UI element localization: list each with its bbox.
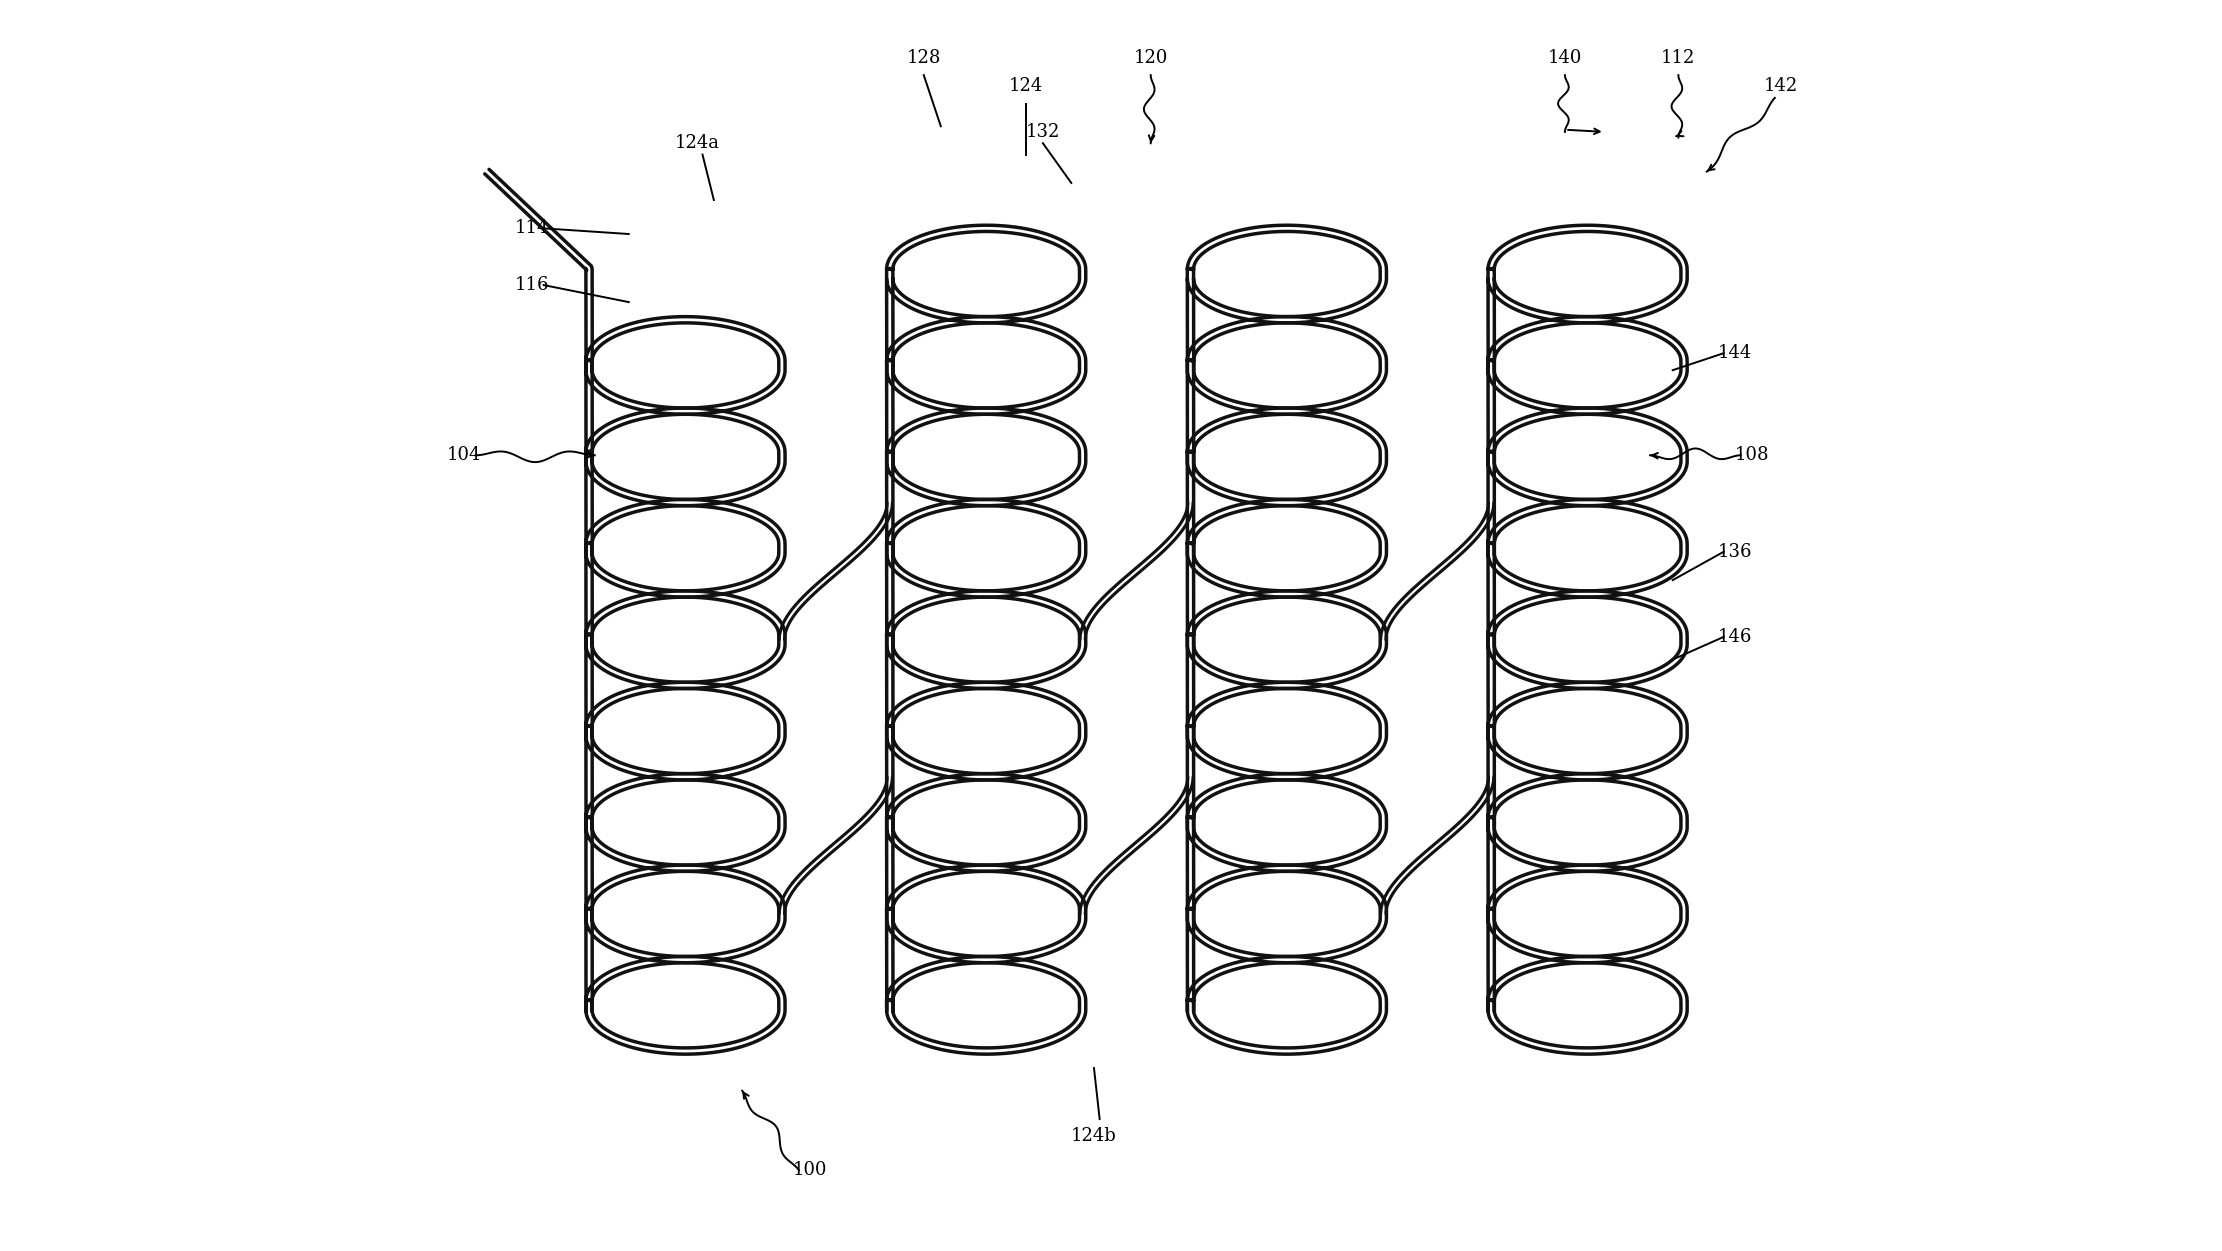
Text: 142: 142 xyxy=(1764,78,1798,95)
Text: 108: 108 xyxy=(1735,447,1769,464)
Text: 124a: 124a xyxy=(673,134,720,153)
Text: 116: 116 xyxy=(516,276,549,294)
Text: 140: 140 xyxy=(1549,49,1582,68)
Text: 128: 128 xyxy=(907,49,940,68)
Text: 124: 124 xyxy=(1009,78,1042,95)
Text: 124b: 124b xyxy=(1071,1127,1118,1145)
Text: 146: 146 xyxy=(1718,628,1753,646)
Text: 104: 104 xyxy=(447,447,482,464)
Text: 114: 114 xyxy=(516,219,549,238)
Text: 112: 112 xyxy=(1662,49,1695,68)
Text: 132: 132 xyxy=(1027,123,1060,141)
Text: 136: 136 xyxy=(1718,543,1753,560)
Text: 100: 100 xyxy=(793,1161,827,1180)
Text: 120: 120 xyxy=(1133,49,1169,68)
Text: 144: 144 xyxy=(1718,344,1753,362)
